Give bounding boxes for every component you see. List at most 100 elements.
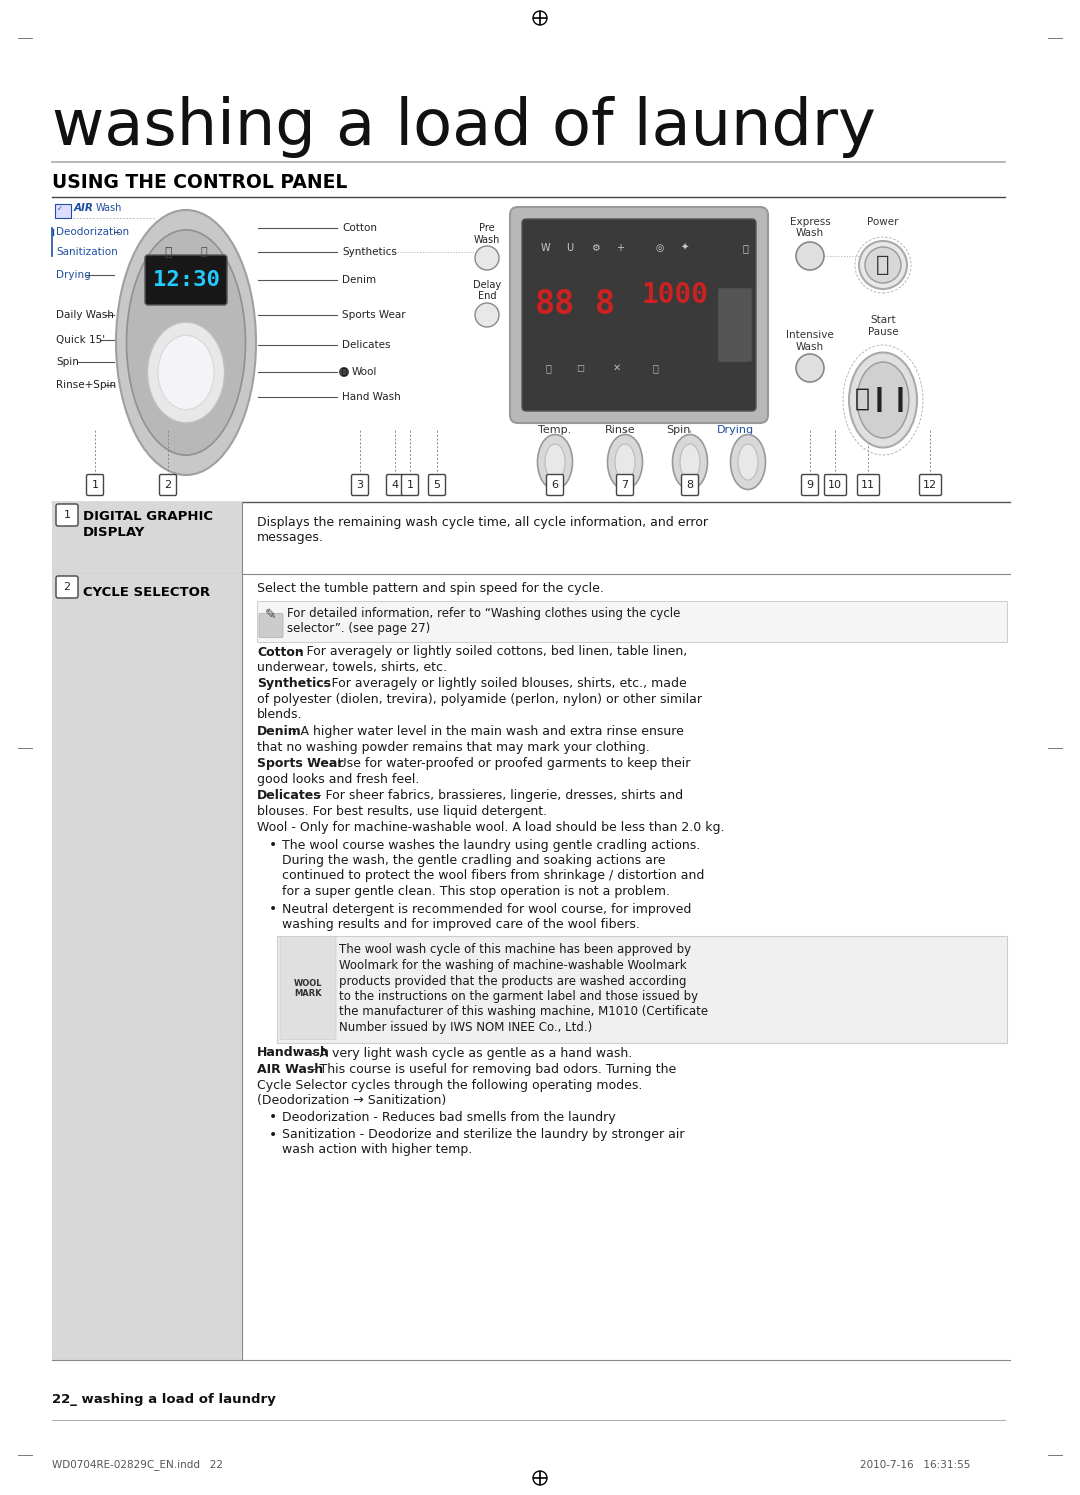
Text: Denim: Denim <box>257 725 301 739</box>
Ellipse shape <box>615 444 635 480</box>
Text: The wool wash cycle of this machine has been approved by: The wool wash cycle of this machine has … <box>339 943 691 957</box>
Text: Express: Express <box>789 217 831 227</box>
FancyBboxPatch shape <box>259 613 283 637</box>
Circle shape <box>859 241 907 289</box>
FancyBboxPatch shape <box>858 474 879 495</box>
Text: 5: 5 <box>433 480 441 490</box>
Text: of polyester (diolen, trevira), polyamide (perlon, nylon) or other similar: of polyester (diolen, trevira), polyamid… <box>257 694 702 706</box>
Text: Denim: Denim <box>342 275 376 286</box>
Text: Wash: Wash <box>796 229 824 238</box>
Text: Quick 15': Quick 15' <box>56 335 105 345</box>
Text: 1: 1 <box>64 510 70 520</box>
FancyBboxPatch shape <box>718 289 752 362</box>
FancyBboxPatch shape <box>280 936 336 1039</box>
Text: Cotton: Cotton <box>342 223 377 233</box>
Ellipse shape <box>116 209 256 475</box>
Text: Displays the remaining wash cycle time, all cycle information, and error
message: Displays the remaining wash cycle time, … <box>257 516 708 544</box>
Text: - For averagely or lightly soiled cottons, bed linen, table linen,: - For averagely or lightly soiled cotton… <box>294 646 688 658</box>
Text: good looks and fresh feel.: good looks and fresh feel. <box>257 773 419 785</box>
Text: Cycle Selector cycles through the following operating modes.: Cycle Selector cycles through the follow… <box>257 1078 643 1091</box>
Circle shape <box>339 366 349 377</box>
Ellipse shape <box>158 335 214 410</box>
Text: Power: Power <box>867 217 899 227</box>
Text: blouses. For best results, use liquid detergent.: blouses. For best results, use liquid de… <box>257 804 548 818</box>
FancyBboxPatch shape <box>351 474 368 495</box>
Text: End: End <box>477 292 496 300</box>
Text: ✕: ✕ <box>613 363 621 372</box>
Text: 9: 9 <box>807 480 813 490</box>
Circle shape <box>475 247 499 271</box>
Text: During the wash, the gentle cradling and soaking actions are: During the wash, the gentle cradling and… <box>282 854 665 867</box>
Text: selector”. (see page 27): selector”. (see page 27) <box>287 622 430 635</box>
Ellipse shape <box>148 321 225 423</box>
Ellipse shape <box>849 353 917 447</box>
Circle shape <box>865 247 901 283</box>
Text: Delicates: Delicates <box>257 789 322 801</box>
Text: washing a load of laundry: washing a load of laundry <box>52 96 876 158</box>
Text: Spin: Spin <box>665 425 690 435</box>
FancyBboxPatch shape <box>387 474 404 495</box>
Text: ◎: ◎ <box>656 244 664 253</box>
Text: AIR Wash: AIR Wash <box>257 1063 323 1076</box>
Text: Deodorization: Deodorization <box>56 227 130 238</box>
Text: that no washing powder remains that may mark your clothing.: that no washing powder remains that may … <box>257 740 650 753</box>
Ellipse shape <box>538 435 572 489</box>
Text: 4: 4 <box>391 480 399 490</box>
Circle shape <box>796 354 824 383</box>
Text: 7: 7 <box>621 480 629 490</box>
Text: AIR: AIR <box>75 203 94 212</box>
Text: 1: 1 <box>406 480 414 490</box>
Text: ✎: ✎ <box>266 608 276 622</box>
FancyBboxPatch shape <box>56 576 78 598</box>
Text: Woolmark for the washing of machine-washable Woolmark: Woolmark for the washing of machine-wash… <box>339 958 687 972</box>
Text: 12:30: 12:30 <box>152 271 219 290</box>
Ellipse shape <box>607 435 643 489</box>
FancyBboxPatch shape <box>52 502 242 574</box>
Text: 1000: 1000 <box>642 281 708 309</box>
Text: Start: Start <box>870 315 895 324</box>
Text: 11: 11 <box>861 480 875 490</box>
FancyBboxPatch shape <box>257 601 1007 641</box>
Text: WOOL
MARK: WOOL MARK <box>294 979 322 999</box>
Text: Wash: Wash <box>796 342 824 351</box>
FancyBboxPatch shape <box>429 474 446 495</box>
Text: 2: 2 <box>164 480 172 490</box>
Ellipse shape <box>673 435 707 489</box>
Text: underwear, towels, shirts, etc.: underwear, towels, shirts, etc. <box>257 661 447 674</box>
Text: 12: 12 <box>923 480 937 490</box>
Text: 8: 8 <box>595 289 616 321</box>
Text: for a super gentle clean. This stop operation is not a problem.: for a super gentle clean. This stop oper… <box>282 885 670 898</box>
Text: Delicates: Delicates <box>342 339 391 350</box>
Text: Select the tumble pattern and spin speed for the cycle.: Select the tumble pattern and spin speed… <box>257 582 604 595</box>
Text: Synthetics: Synthetics <box>257 677 330 691</box>
FancyBboxPatch shape <box>617 474 634 495</box>
FancyBboxPatch shape <box>919 474 942 495</box>
Text: •: • <box>269 903 278 916</box>
Text: Daily Wash: Daily Wash <box>56 309 113 320</box>
FancyBboxPatch shape <box>56 504 78 526</box>
Text: 🔒: 🔒 <box>201 247 207 257</box>
Text: Neutral detergent is recommended for wool course, for improved: Neutral detergent is recommended for woo… <box>282 903 691 915</box>
Text: Deodorization - Reduces bad smells from the laundry: Deodorization - Reduces bad smells from … <box>282 1111 616 1124</box>
FancyBboxPatch shape <box>681 474 699 495</box>
Text: W: W <box>540 244 550 253</box>
Text: Wash: Wash <box>474 235 500 245</box>
Text: Delay: Delay <box>473 280 501 290</box>
Ellipse shape <box>738 444 758 480</box>
Text: 10: 10 <box>828 480 842 490</box>
Text: Handwash: Handwash <box>257 1046 329 1060</box>
Text: ⚙: ⚙ <box>591 244 599 253</box>
Text: The wool course washes the laundry using gentle cradling actions.: The wool course washes the laundry using… <box>282 839 700 852</box>
Text: ✓: ✓ <box>57 206 63 212</box>
Text: - This course is useful for removing bad odors. Turning the: - This course is useful for removing bad… <box>307 1063 676 1076</box>
Text: Drying: Drying <box>56 271 91 280</box>
Text: •: • <box>269 1111 278 1124</box>
Text: DISPLAY: DISPLAY <box>83 526 146 538</box>
FancyBboxPatch shape <box>402 474 419 495</box>
Text: Cotton: Cotton <box>257 646 303 658</box>
Text: For detailed information, refer to “Washing clothes using the cycle: For detailed information, refer to “Wash… <box>287 607 680 619</box>
Text: 6: 6 <box>552 480 558 490</box>
Text: Sanitization: Sanitization <box>56 247 118 257</box>
Text: Synthetics: Synthetics <box>342 247 396 257</box>
FancyBboxPatch shape <box>546 474 564 495</box>
